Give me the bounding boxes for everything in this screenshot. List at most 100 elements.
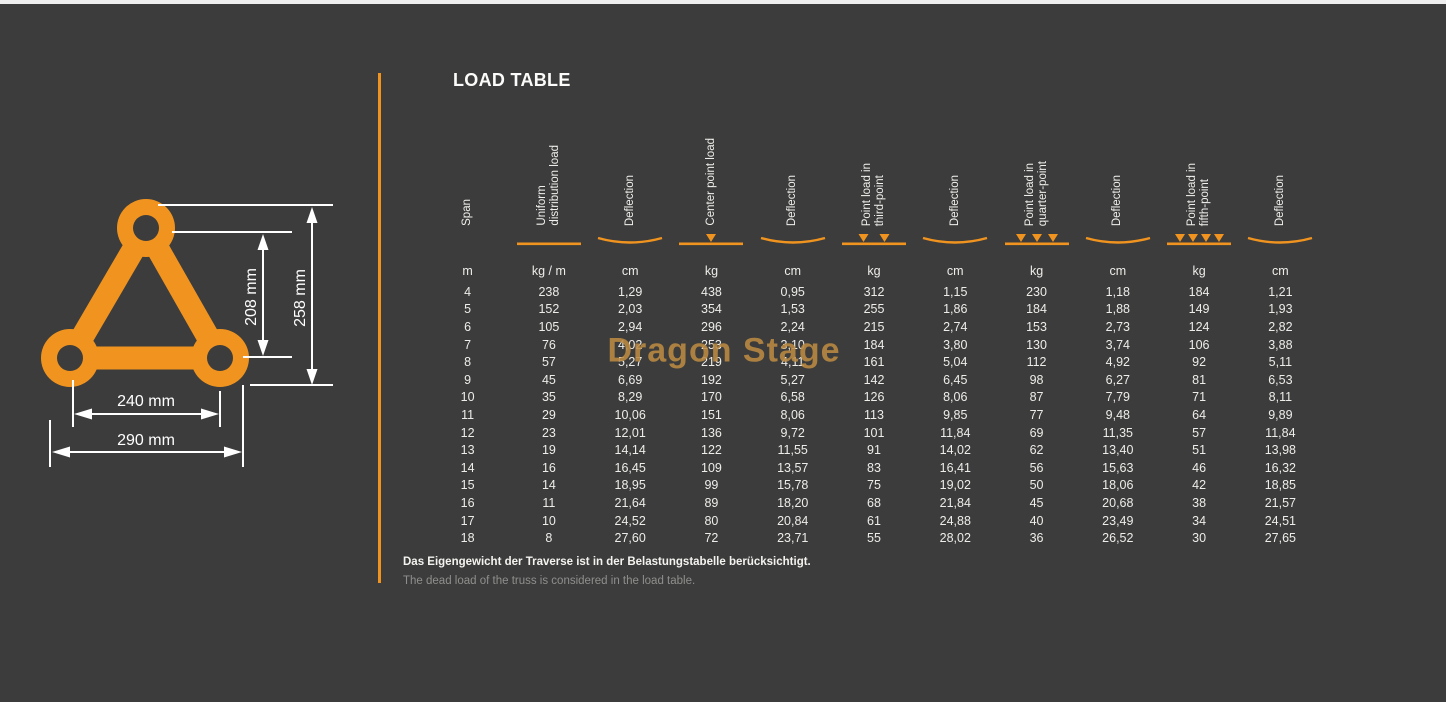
unit-cell: cm xyxy=(621,264,639,278)
table-cell: 18 xyxy=(460,531,475,546)
table-cell: 5,27 xyxy=(618,355,643,370)
table-cell: 42 xyxy=(1192,478,1207,493)
load-symbol-arrows-1-icon xyxy=(679,234,744,246)
table-cell: 2,73 xyxy=(1105,319,1130,334)
truss-icon xyxy=(41,199,249,387)
table-cell: 23 xyxy=(541,425,556,440)
table-cell: 11,84 xyxy=(940,425,971,440)
table-cell: 16 xyxy=(460,495,475,510)
table-row: 8 57 5,27 219 4,11 161 5,04 112 4,92 92 5,11 xyxy=(427,353,1321,371)
dimension-label-outer-width: 290 mm xyxy=(117,432,175,449)
unit-cell: cm xyxy=(1109,264,1127,278)
table-cell: 38 xyxy=(1192,495,1207,510)
table-cell: 29 xyxy=(541,407,556,422)
table-cell: 1,93 xyxy=(1268,302,1293,317)
page-top-edge xyxy=(0,0,1446,4)
table-cell: 89 xyxy=(704,495,719,510)
table-row: 18 8 27,60 72 23,71 55 28,02 36 26,52 30 27,65 xyxy=(427,529,1321,547)
unit-cell: kg xyxy=(1192,264,1206,278)
table-cell: 6,45 xyxy=(943,372,968,387)
column-symbol-cell xyxy=(671,232,752,246)
table-cell: 0,95 xyxy=(780,284,805,299)
table-row: 5 152 2,03 354 1,53 255 1,86 184 1,88 149 1,93 xyxy=(427,301,1321,319)
table-cell: 98 xyxy=(1029,372,1044,387)
table-cell: 6,53 xyxy=(1268,372,1293,387)
table-cell: 149 xyxy=(1188,302,1210,317)
table-cell: 170 xyxy=(701,390,722,405)
table-cell: 11 xyxy=(542,495,556,510)
column-symbol-cell xyxy=(590,232,671,246)
unit-cell: kg xyxy=(867,264,881,278)
table-cell: 6,27 xyxy=(1105,372,1130,387)
dimension-lines xyxy=(49,204,333,467)
table-cell: 4,11 xyxy=(781,355,805,370)
footnote-english: The dead load of the truss is considered… xyxy=(403,575,696,587)
table-cell: 10,06 xyxy=(614,407,646,422)
table-cell: 11,84 xyxy=(1265,425,1296,440)
table-cell: 12,01 xyxy=(614,425,646,440)
table-cell: 24,51 xyxy=(1264,513,1296,528)
table-cell: 68 xyxy=(867,495,881,510)
table-cell: 77 xyxy=(1029,407,1044,422)
table-row: 7 76 4,02 253 3,10 184 3,80 130 3,74 106 3,88 xyxy=(427,336,1321,354)
table-cell: 3,10 xyxy=(780,337,805,352)
column-symbol-cell xyxy=(1077,232,1158,246)
table-cell: 192 xyxy=(701,372,722,387)
column-symbol-cell xyxy=(752,232,833,246)
column-label: Deflection xyxy=(1273,174,1286,226)
table-cell: 14,14 xyxy=(614,443,646,458)
table-cell: 161 xyxy=(863,355,885,370)
column-header-cell: Span xyxy=(427,108,508,226)
table-cell: 15,78 xyxy=(777,478,809,493)
table-cell: 1,29 xyxy=(618,284,643,299)
table-row: 15 14 18,95 99 15,78 75 19,02 50 18,06 42 18,85 xyxy=(427,477,1321,495)
dimension-label-outer-height: 258 mm xyxy=(292,269,309,327)
table-cell: 64 xyxy=(1192,407,1207,422)
table-row: 6 105 2,94 296 2,24 215 2,74 153 2,73 124 2,82 xyxy=(427,318,1321,336)
table-cell: 13,57 xyxy=(777,460,809,475)
table-cell: 20,68 xyxy=(1102,495,1134,510)
table-cell: 27,65 xyxy=(1264,531,1296,546)
table-cell: 1,18 xyxy=(1105,284,1130,299)
column-symbol-cell xyxy=(427,232,508,246)
table-row: 12 23 12,01 136 9,72 101 11,84 69 11,35 57 11,84 xyxy=(427,424,1321,442)
column-label: Deflection xyxy=(786,174,799,226)
table-cell: 2,24 xyxy=(780,319,805,334)
table-cell: 3,74 xyxy=(1105,337,1130,352)
table-cell: 45 xyxy=(1029,495,1044,510)
column-symbol-cell xyxy=(1158,232,1239,246)
table-cell: 106 xyxy=(1188,337,1210,352)
table-cell: 312 xyxy=(863,284,885,299)
load-table: Span Uniform distribution load Deflection C… xyxy=(427,108,1321,547)
table-cell: 105 xyxy=(538,319,560,334)
table-cell: 83 xyxy=(867,460,881,475)
table-cell: 109 xyxy=(701,460,722,475)
table-cell: 184 xyxy=(1026,302,1047,317)
table-cell: 24,52 xyxy=(614,513,646,528)
table-cell: 21,57 xyxy=(1264,495,1296,510)
table-cell: 215 xyxy=(863,319,885,334)
table-cell: 16,32 xyxy=(1264,460,1296,475)
load-symbol-sag-icon xyxy=(922,236,988,244)
table-row: 13 19 14,14 122 11,55 91 14,02 62 13,40 51 13,98 xyxy=(427,441,1321,459)
table-cell: 8 xyxy=(464,355,472,370)
table-cell: 1,53 xyxy=(780,302,805,317)
unit-cell: kg / m xyxy=(531,264,566,278)
table-cell: 10 xyxy=(460,390,475,405)
column-header-cell: Point load in third-point xyxy=(833,108,914,226)
table-cell: 2,03 xyxy=(618,302,643,317)
column-header-cell: Deflection xyxy=(915,108,996,226)
table-cell: 76 xyxy=(541,337,556,352)
column-label: Point load in third-point xyxy=(860,162,886,226)
table-cell: 6 xyxy=(464,319,472,334)
table-cell: 20,84 xyxy=(777,513,809,528)
table-cell: 354 xyxy=(701,302,722,317)
table-cell: 14 xyxy=(541,478,556,493)
table-cell: 253 xyxy=(701,337,722,352)
table-cell: 62 xyxy=(1029,443,1044,458)
table-cell: 75 xyxy=(867,478,881,493)
table-cell: 9,85 xyxy=(943,407,968,422)
table-cell: 56 xyxy=(1029,460,1044,475)
table-cell: 28,02 xyxy=(939,531,971,546)
